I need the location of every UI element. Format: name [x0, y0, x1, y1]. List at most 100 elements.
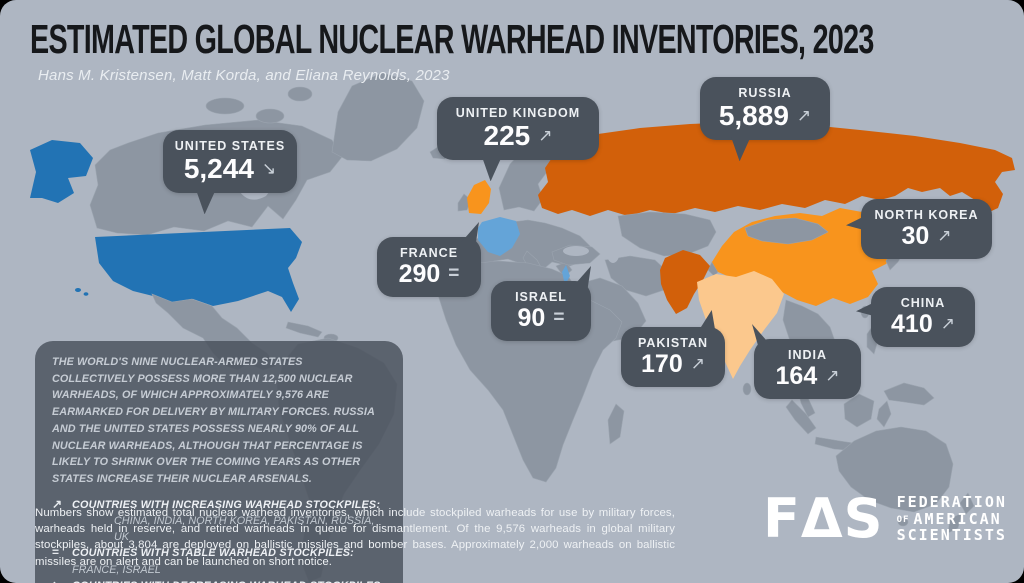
- country-israel: [562, 265, 570, 285]
- footnote-text: Numbers show estimated total nuclear war…: [35, 507, 675, 568]
- warhead-count: 5,889 ↗: [706, 100, 824, 131]
- count-value: 164: [775, 362, 818, 390]
- increasing-arrow-icon: ↗: [940, 314, 955, 334]
- label-united-states: UNITED STATES 5,244 ↘: [163, 130, 297, 215]
- legend-row-decreasing: ↘ COUNTRIES WITH DECREASING WARHEAD STOC…: [52, 578, 386, 583]
- increasing-arrow-icon: ↗: [52, 496, 63, 511]
- country-united-kingdom: [467, 180, 491, 214]
- warhead-count: 410 ↗: [877, 310, 969, 338]
- legend-text: COUNTRIES WITH INCREASING WARHEAD STOCKP…: [72, 497, 386, 546]
- island-cuba: [285, 321, 323, 338]
- legend-row-stable: = COUNTRIES WITH STABLE WARHEAD STOCKPIL…: [52, 545, 386, 577]
- label-north-korea: NORTH KOREA 30 ↗: [846, 199, 992, 260]
- warhead-count: 290 =: [383, 260, 475, 288]
- legend-countries: CHINA, INDIA, NORTH KOREA, PAKISTAN, RUS…: [114, 515, 375, 544]
- country-alaska-us: [30, 140, 93, 203]
- caspian-sea: [606, 237, 620, 263]
- warhead-count: 90 =: [497, 304, 585, 332]
- country-name: CHINA: [900, 296, 946, 310]
- label-pakistan: PAKISTAN 170 ↗: [621, 310, 725, 388]
- logo-of: OF: [896, 514, 910, 525]
- count-value: 225: [483, 120, 531, 151]
- country-name: PAKISTAN: [637, 336, 709, 350]
- legend-label: COUNTRIES WITH DECREASING WARHEAD STOCKP…: [72, 580, 384, 583]
- label-china: CHINA 410 ↗: [856, 287, 975, 348]
- summary-text: THE WORLD'S NINE NUCLEAR-ARMED STATES CO…: [52, 356, 375, 486]
- island-new-zealand-north: [959, 492, 975, 515]
- increasing-arrow-icon: ↗: [937, 226, 952, 246]
- legend-countries: FRANCE, ISRAEL: [72, 563, 161, 576]
- legend-label: COUNTRIES WITH INCREASING WARHEAD STOCKP…: [72, 498, 381, 511]
- label-israel: ISRAEL 90 =: [491, 266, 591, 342]
- country-name: INDIA: [787, 348, 828, 362]
- black-sea: [563, 246, 589, 256]
- island-borneo: [843, 393, 875, 428]
- increasing-arrow-icon: ↗: [538, 125, 553, 145]
- landmass-australia: [835, 426, 954, 513]
- trend-legend: ↗ COUNTRIES WITH INCREASING WARHEAD STOC…: [52, 497, 386, 583]
- stable-equals-icon: =: [52, 545, 60, 560]
- country-pakistan: [660, 250, 710, 314]
- fas-logo: FΔS FEDERATION OF AMERICAN SCIENTISTS: [763, 492, 1007, 546]
- legend-row-increasing: ↗ COUNTRIES WITH INCREASING WARHEAD STOC…: [52, 497, 386, 546]
- country-russia: [538, 122, 1015, 216]
- count-value: 5,244: [183, 153, 254, 184]
- stable-equals-icon: =: [553, 307, 565, 329]
- country-name: UNITED STATES: [174, 139, 286, 153]
- warhead-count: 225 ↗: [443, 120, 593, 151]
- country-name: UNITED KINGDOM: [455, 106, 581, 120]
- label-united-kingdom: UNITED KINGDOM 225 ↗: [437, 97, 599, 182]
- decreasing-arrow-icon: ↘: [261, 158, 277, 178]
- logo-line: OF AMERICAN: [897, 511, 1007, 528]
- country-france: [478, 217, 520, 256]
- authors-subtitle: Hans M. Kristensen, Matt Korda, and Elia…: [38, 67, 450, 84]
- summary-box: THE WORLD'S NINE NUCLEAR-ARMED STATES CO…: [35, 341, 403, 583]
- stable-equals-icon: =: [448, 263, 460, 285]
- warhead-count: 5,244 ↘: [169, 153, 291, 184]
- country-name: FRANCE: [399, 246, 459, 260]
- island-sumatra: [785, 399, 817, 435]
- landmass-mongolia: [744, 217, 829, 245]
- label-france: FRANCE 290 =: [377, 222, 481, 298]
- hawaii: [75, 288, 81, 292]
- label-russia: RUSSIA 5,889 ↗: [700, 77, 830, 162]
- count-value: 410: [891, 310, 933, 338]
- logo-american: AMERICAN: [913, 509, 1002, 528]
- country-name: ISRAEL: [515, 290, 567, 304]
- decreasing-arrow-icon: ↘: [52, 578, 72, 583]
- legend-label: COUNTRIES WITH STABLE WARHEAD STOCKPILES…: [72, 547, 354, 560]
- landmass-greenland: [331, 72, 425, 162]
- warhead-count: 30 ↗: [867, 222, 986, 250]
- hawaii: [83, 292, 89, 296]
- logo-line: SCIENTISTS: [896, 526, 1007, 545]
- count-value: 5,889: [718, 100, 789, 131]
- count-value: 90: [517, 304, 546, 332]
- increasing-arrow-icon: ↗: [690, 354, 705, 374]
- header: ESTIMATED GLOBAL NUCLEAR WARHEAD INVENTO…: [30, 16, 1024, 84]
- country-india: [697, 271, 784, 379]
- legend-text: COUNTRIES WITH DECREASING WARHEAD STOCKP…: [72, 578, 386, 583]
- fas-logo-mark: FΔS: [763, 487, 884, 550]
- arctic-island: [287, 86, 313, 102]
- country-name: RUSSIA: [738, 86, 792, 100]
- island-madagascar: [607, 403, 625, 445]
- island-sulawesi: [876, 400, 892, 428]
- count-value: 290: [398, 260, 441, 288]
- logo-line: FEDERATION: [896, 493, 1007, 512]
- page-title: ESTIMATED GLOBAL NUCLEAR WARHEAD INVENTO…: [30, 16, 874, 62]
- count-value: 30: [901, 222, 930, 250]
- island-new-zealand-south: [947, 512, 963, 534]
- island-new-guinea: [883, 382, 935, 406]
- arctic-island: [205, 97, 245, 115]
- label-india: INDIA 164 ↗: [752, 324, 861, 400]
- warhead-count: 164 ↗: [760, 362, 855, 390]
- count-value: 170: [641, 350, 683, 378]
- warhead-count: 170 ↗: [627, 350, 719, 378]
- country-united-states: [95, 228, 302, 312]
- landmass-central-asia: [617, 211, 717, 257]
- legend-text: COUNTRIES WITH STABLE WARHEAD STOCKPILES…: [72, 545, 386, 577]
- arctic-island: [255, 108, 285, 124]
- country-name: NORTH KOREA: [874, 208, 979, 222]
- island-sri-lanka: [742, 382, 752, 396]
